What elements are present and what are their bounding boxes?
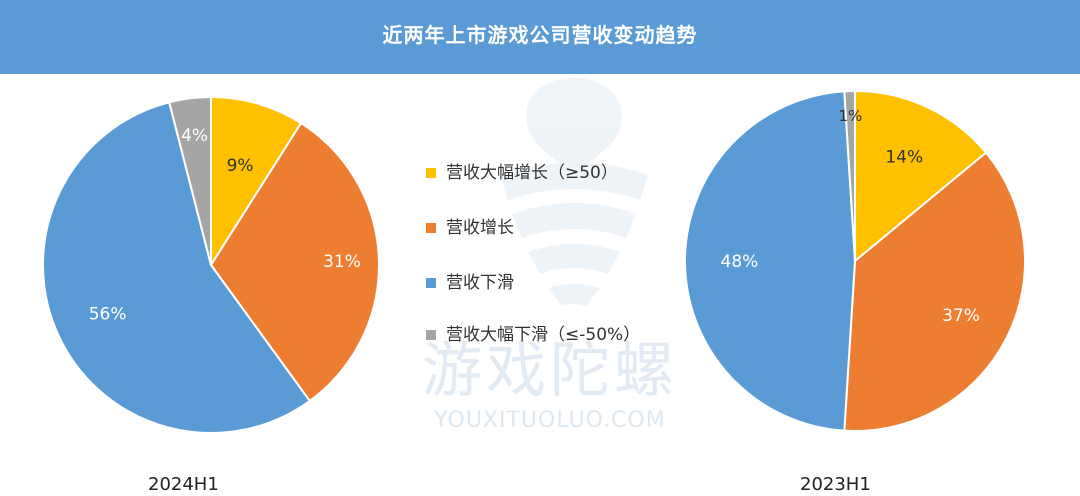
legend-label: 营收下滑 [446, 273, 514, 293]
data-label-2024h1-large-growth: 9% [227, 156, 254, 176]
chart-title: 近两年上市游戏公司营收变动趋势 [382, 23, 698, 47]
pie-slice-2023h1-decline [683, 90, 857, 432]
pie-slice-2023h1-large-growth [854, 89, 988, 264]
watermark-site: YOUXITUOLUO.COM [434, 408, 666, 433]
legend-label: 营收大幅下滑（≤-50%） [446, 325, 641, 345]
legend-swatch-large-decline [426, 330, 436, 340]
data-label-2024h1-growth: 31% [323, 252, 361, 272]
pie-slice-2024h1-growth [209, 121, 380, 403]
pie-caption-2023h1: 2023H1 [800, 474, 871, 495]
pie-slice-2024h1-large-decline [168, 95, 212, 266]
pie-slice-2024h1-large-growth [210, 95, 303, 269]
data-label-2024h1-decline: 56% [89, 305, 127, 325]
pie-caption-2024h1: 2024H1 [148, 474, 219, 495]
pie-slice-2024h1-decline [42, 101, 312, 434]
legend-label: 营收大幅增长（≥50） [446, 163, 618, 183]
legend-swatch-growth [426, 223, 436, 233]
legend-label: 营收增长 [446, 218, 514, 238]
pie-slice-2023h1-growth [843, 151, 1026, 432]
legend-swatch-large-growth [426, 168, 436, 178]
watermark-text: 游戏陀螺 [422, 336, 678, 406]
title-bar [0, 0, 1080, 74]
data-label-2023h1-growth: 37% [942, 306, 980, 326]
data-label-2023h1-decline: 48% [721, 252, 759, 272]
data-label-2024h1-large-decline: 4% [181, 126, 208, 146]
pie-slice-2023h1-large-decline [843, 89, 856, 262]
data-label-2023h1-large-decline: 1% [839, 107, 863, 125]
legend-swatch-decline [426, 278, 436, 288]
data-label-2023h1-large-growth: 14% [885, 147, 923, 167]
